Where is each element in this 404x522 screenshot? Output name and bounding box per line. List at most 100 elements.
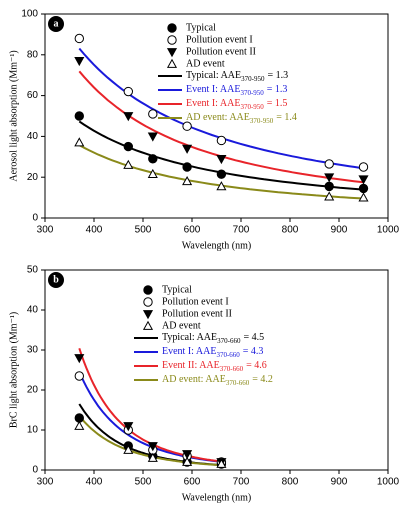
- data-point: [216, 135, 227, 146]
- fit-value: = 4.6: [246, 360, 267, 371]
- x-tick-label: 300: [37, 225, 54, 236]
- data-point: [358, 183, 369, 194]
- panel-badge: [48, 16, 64, 32]
- panel-label: a: [54, 18, 59, 29]
- fit-value: = 1.3: [267, 70, 288, 81]
- data-point: [324, 181, 334, 192]
- y-tick-label: 40: [27, 131, 39, 142]
- fit-subscript: 370-660: [220, 365, 244, 373]
- y-tick-label: 80: [27, 49, 39, 60]
- data-point: [358, 192, 369, 202]
- fit-subscript: 370-950: [240, 89, 264, 97]
- fit-value: = 4.2: [252, 374, 273, 385]
- data-point: [74, 111, 85, 121]
- x-tick-label: 800: [282, 225, 299, 236]
- x-tick-label: 400: [86, 225, 103, 236]
- legend-label: AD event: [186, 58, 225, 69]
- plot-frame: [44, 13, 389, 219]
- y-axis-label: Aerosol light absorption (Mm⁻¹): [8, 50, 19, 181]
- data-point: [324, 191, 335, 201]
- legend-label: Pollution event II: [186, 46, 256, 57]
- legend-label: Pollution event II: [162, 308, 232, 319]
- y-tick-label: 0: [32, 465, 38, 476]
- x-tick-label: 900: [331, 225, 348, 236]
- fit-subscript: 370-660: [226, 379, 250, 387]
- panel-badge: [48, 272, 64, 288]
- data-point: [216, 169, 227, 179]
- legend-fit: AD event: AAE370-660 = 4.2: [162, 374, 273, 386]
- y-tick-label: 50: [27, 265, 39, 276]
- x-tick-label: 300: [37, 477, 54, 488]
- legend-fit: Event I: AAE370-950 = 1.3: [186, 84, 287, 96]
- x-tick-label: 700: [233, 225, 250, 236]
- fit-value: = 4.5: [243, 332, 264, 343]
- legend-fit: Typical: AAE370-950 = 1.3: [186, 70, 288, 82]
- data-point: [182, 121, 192, 131]
- x-tick-label: 500: [135, 225, 152, 236]
- x-tick-label: 600: [184, 225, 201, 236]
- data-point: [123, 141, 134, 152]
- data-point: [358, 162, 369, 172]
- y-tick-label: 20: [27, 172, 39, 183]
- fit-subscript: 370-950: [241, 75, 265, 83]
- fit-subscript: 370-950: [240, 103, 264, 111]
- data-point: [123, 86, 134, 97]
- legend-marker: [143, 285, 153, 295]
- fit-label: Event I: AAE: [186, 98, 240, 109]
- data-point: [147, 132, 158, 142]
- panel-label: b: [53, 274, 59, 285]
- data-point: [123, 159, 134, 169]
- y-tick-label: 0: [32, 213, 38, 224]
- fit-label: Event I: AAE: [162, 346, 216, 357]
- legend-marker: [143, 297, 153, 307]
- data-point: [182, 456, 193, 466]
- y-axis-label: BrC light absorption (Mm⁻¹): [8, 312, 19, 428]
- data-point: [148, 154, 158, 164]
- legend-marker: [142, 320, 154, 330]
- fit-label: AD event: AAE: [186, 112, 250, 123]
- y-tick-label: 60: [27, 90, 39, 101]
- x-axis-label: Wavelength (nm): [182, 492, 251, 503]
- legend-label: Typical: [186, 22, 216, 33]
- x-tick-label: 400: [86, 477, 103, 488]
- legend-fit: Event I: AAE370-950 = 1.5: [186, 98, 287, 110]
- fit-value: = 1.3: [267, 84, 288, 95]
- y-tick-label: 10: [27, 425, 39, 436]
- data-point: [216, 154, 227, 165]
- data-point: [182, 162, 192, 172]
- fit-subscript: 370-660: [216, 351, 240, 359]
- y-tick-label: 40: [27, 305, 39, 316]
- legend-fit: Event II: AAE370-660 = 4.6: [162, 360, 267, 372]
- legend-fit: AD event: AAE370-950 = 1.4: [186, 112, 297, 124]
- data-point: [358, 175, 369, 185]
- legend-marker: [166, 58, 178, 68]
- fit-subscript: 370-950: [250, 117, 274, 125]
- x-tick-label: 800: [282, 477, 299, 488]
- x-axis-label: Wavelength (nm): [182, 240, 251, 251]
- data-point: [74, 137, 85, 147]
- data-point: [74, 420, 85, 430]
- legend-marker: [167, 23, 177, 33]
- data-point: [148, 109, 158, 119]
- legend-label: Pollution event I: [186, 34, 253, 45]
- legend-marker: [142, 310, 154, 320]
- y-tick-label: 30: [27, 345, 39, 356]
- legend-marker: [167, 35, 177, 45]
- data-point: [147, 452, 158, 462]
- plot-frame: [44, 269, 389, 471]
- data-point: [182, 450, 193, 460]
- data-point: [74, 33, 85, 44]
- data-point: [147, 168, 158, 178]
- x-tick-label: 700: [233, 477, 250, 488]
- x-tick-label: 900: [331, 477, 348, 488]
- legend-label: AD event: [162, 320, 201, 331]
- data-point: [216, 181, 227, 191]
- data-point: [74, 371, 85, 381]
- data-point: [147, 442, 158, 452]
- x-tick-label: 1000: [377, 477, 400, 488]
- x-tick-label: 500: [135, 477, 152, 488]
- data-point: [74, 57, 85, 67]
- fit-label: Typical: AAE: [186, 70, 241, 81]
- y-tick-label: 20: [27, 385, 39, 396]
